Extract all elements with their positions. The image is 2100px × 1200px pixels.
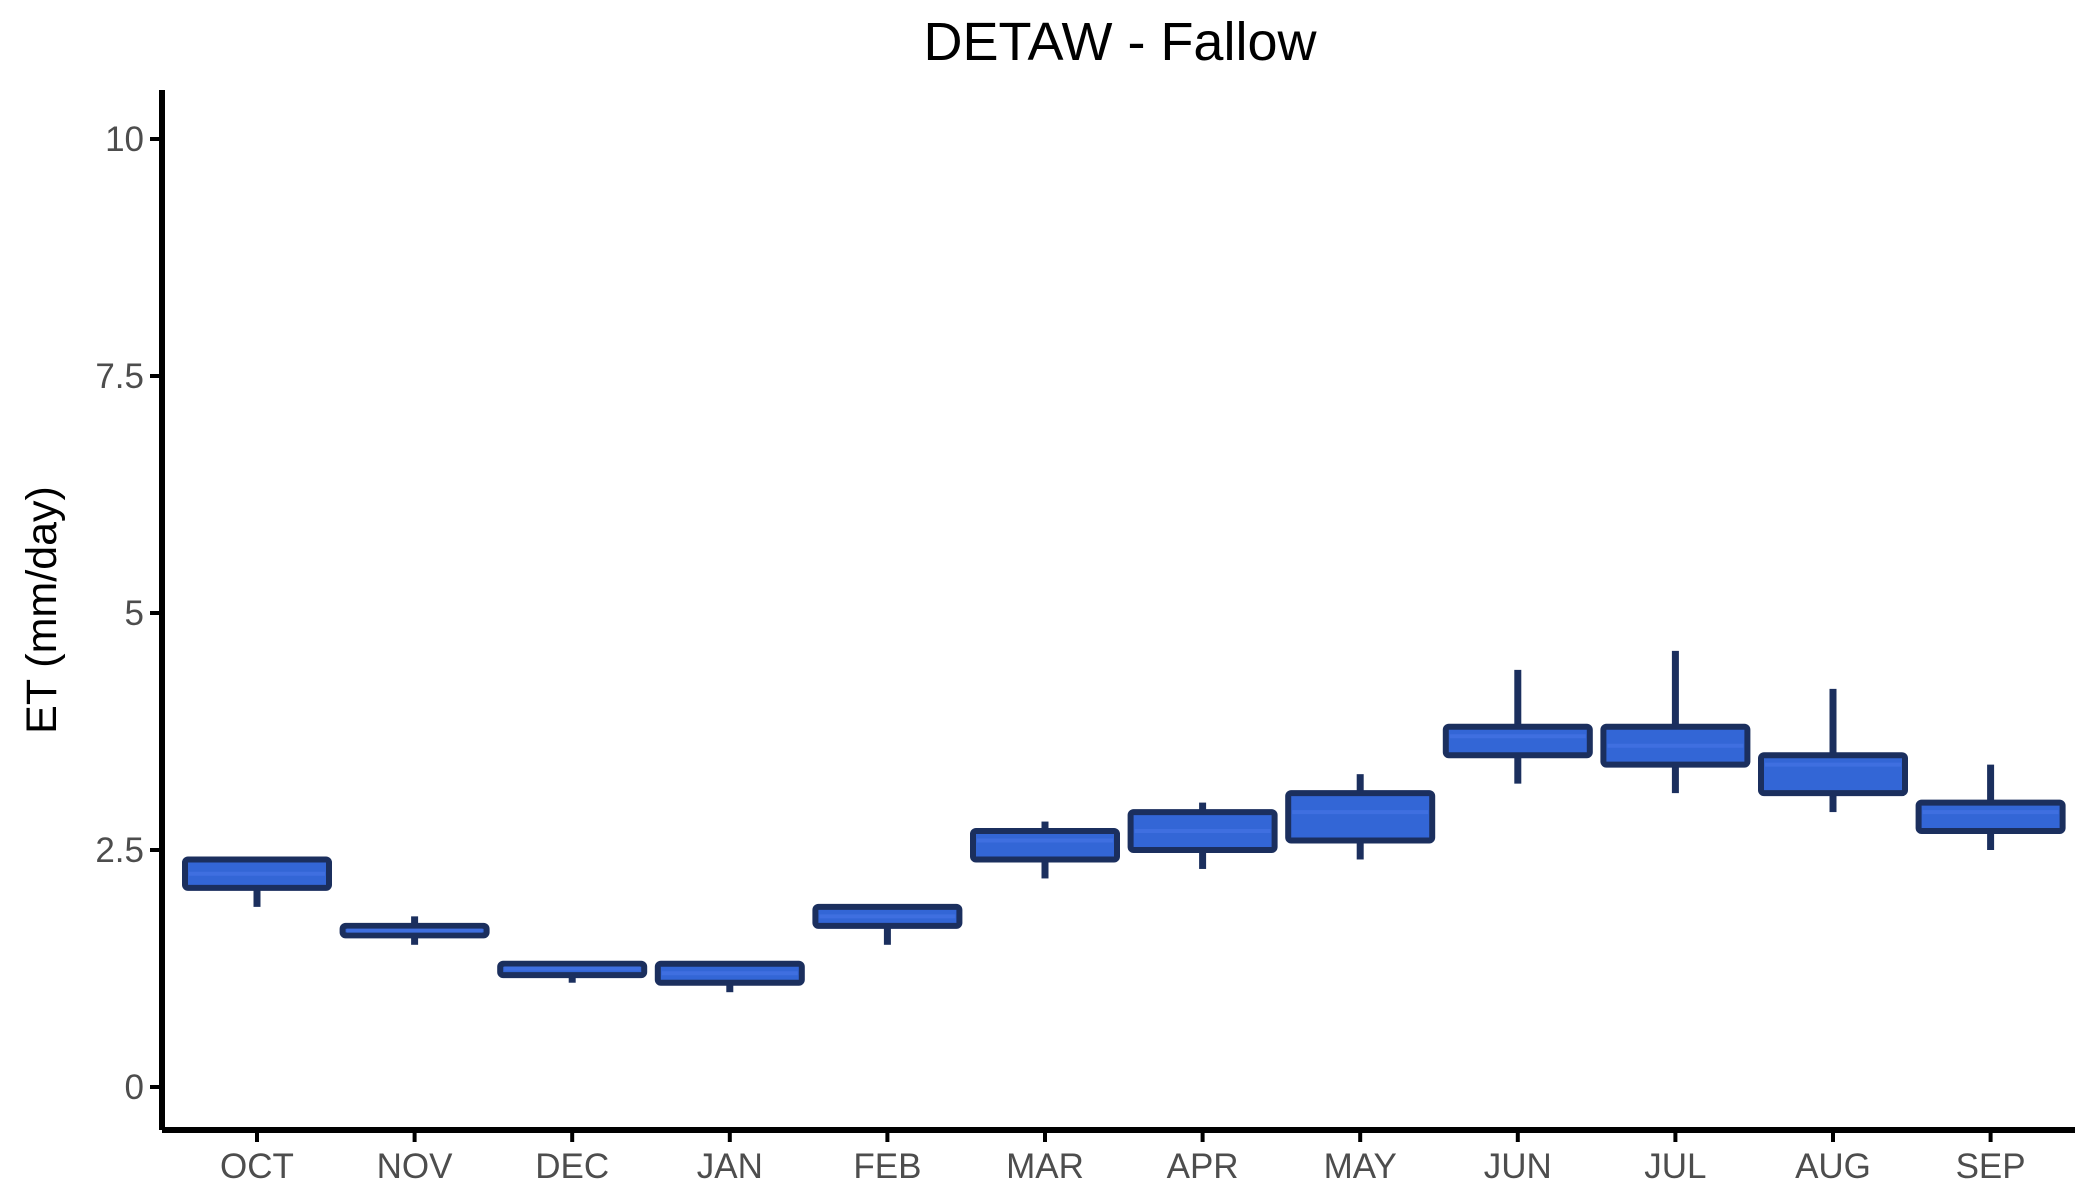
- x-tick-label: JUN: [1484, 1147, 1552, 1186]
- box-sep: [1915, 764, 2066, 850]
- box-mar: [970, 821, 1120, 879]
- x-tick-label: JUL: [1644, 1147, 1706, 1186]
- box-nov: [339, 916, 490, 945]
- box-iqr: [1285, 790, 1436, 844]
- box-iqr: [1915, 799, 2066, 835]
- box-iqr: [970, 828, 1120, 863]
- y-tick-label: 7.5: [95, 357, 144, 396]
- x-axis: OCT NOV DEC JAN FEB MAR APR MAY JUN JUL AUG SEP: [162, 1127, 2075, 1186]
- y-tick-label: 10: [105, 120, 144, 159]
- box-aug: [1758, 688, 1908, 813]
- box-may: [1285, 774, 1436, 860]
- y-tick-label: 2.5: [95, 831, 144, 870]
- box-oct: [182, 856, 332, 907]
- box-feb: [812, 903, 963, 945]
- y-tick-label: 0: [125, 1068, 144, 1107]
- x-tick-label: MAY: [1324, 1147, 1397, 1186]
- x-tick-label: OCT: [220, 1147, 294, 1186]
- x-tick-label: SEP: [1956, 1147, 2026, 1186]
- y-axis-label: ET (mm/day): [18, 486, 66, 734]
- box-iqr: [1442, 723, 1593, 759]
- box-series: [182, 650, 2066, 993]
- x-tick-label: AUG: [1795, 1147, 1871, 1186]
- chart-title: DETAW - Fallow: [923, 12, 1317, 72]
- x-tick-label: NOV: [377, 1147, 454, 1186]
- box-dec: [497, 960, 648, 983]
- x-tick-label: JAN: [697, 1147, 763, 1186]
- box-jun: [1442, 669, 1593, 784]
- box-jan: [654, 960, 805, 993]
- x-tick-label: APR: [1167, 1147, 1239, 1186]
- y-axis: 0 2.5 5 7.5 10: [95, 90, 165, 1130]
- box-iqr: [1758, 752, 1908, 797]
- y-tick-label: 5: [125, 594, 144, 633]
- box-jul: [1600, 650, 1751, 794]
- x-tick-label: DEC: [535, 1147, 609, 1186]
- x-tick-label: MAR: [1006, 1147, 1084, 1186]
- box-apr: [1127, 802, 1278, 869]
- x-tick-label: FEB: [853, 1147, 921, 1186]
